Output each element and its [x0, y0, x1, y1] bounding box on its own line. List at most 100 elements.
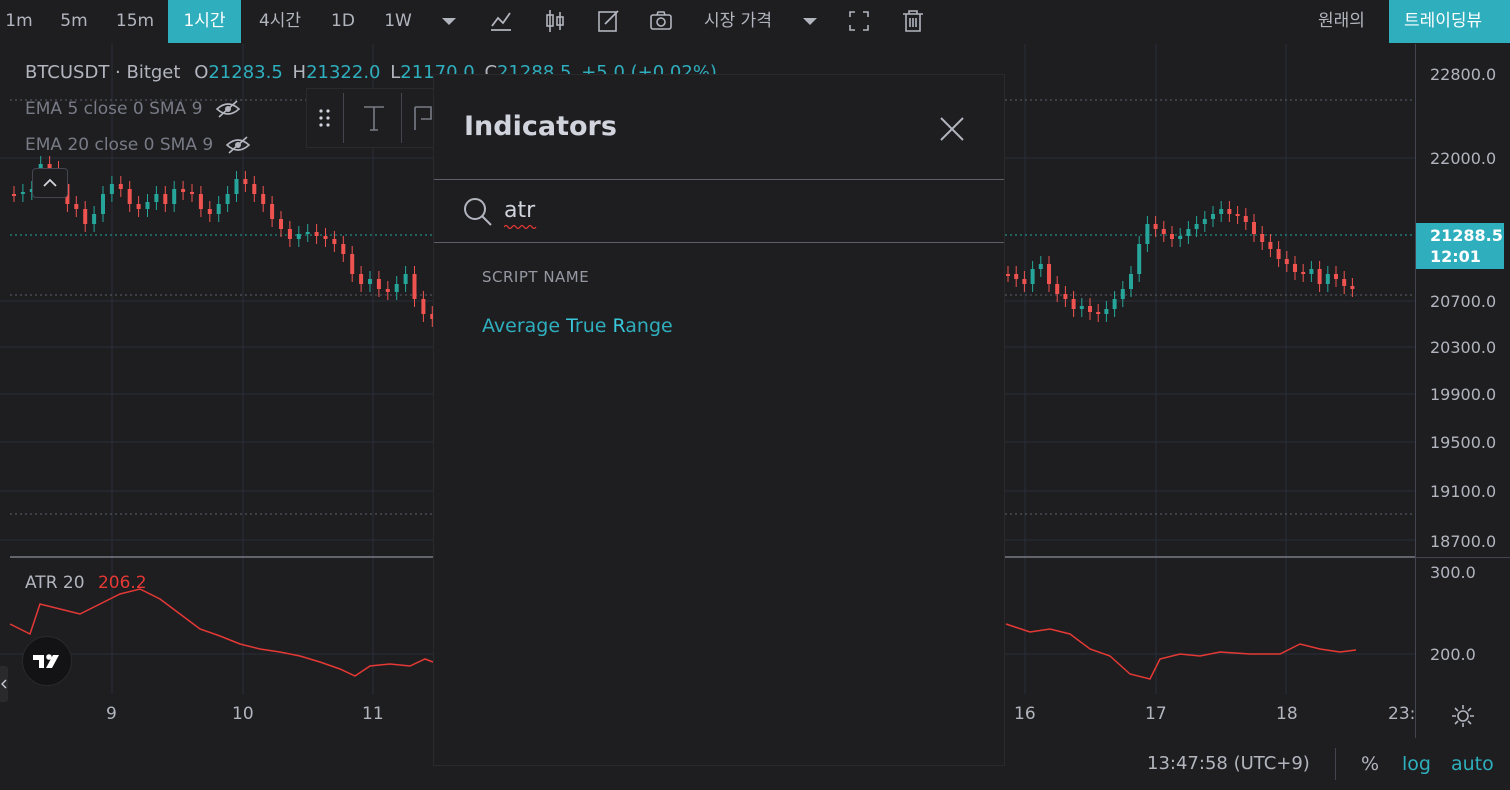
eye-off-icon[interactable] [225, 135, 251, 155]
chevron-left-icon [1, 679, 7, 689]
time-label: 16 [1014, 704, 1036, 724]
candle-body [216, 204, 221, 214]
interval-4h[interactable]: 4시간 [258, 11, 302, 31]
flag-tool-icon[interactable] [411, 103, 433, 133]
ema20-legend[interactable]: EMA 20 close 0 SMA 9 [25, 135, 251, 155]
candle-body [1170, 234, 1174, 239]
interval-1w[interactable]: 1W [384, 11, 412, 31]
indicator-result-atr[interactable]: Average True Range [482, 315, 673, 337]
low-prefix: L [390, 62, 401, 83]
percent-toggle[interactable]: % [1361, 753, 1380, 775]
atr-value: 206.2 [97, 573, 147, 593]
price-type-dropdown[interactable]: 시장 가격 [704, 11, 772, 31]
interval-1d[interactable]: 1D [331, 11, 355, 31]
camera-icon[interactable] [646, 6, 676, 36]
candle-body [1284, 259, 1289, 264]
interval-15m[interactable]: 15m [115, 11, 155, 31]
candle-body [376, 279, 381, 289]
candle-body [1006, 274, 1010, 276]
tradingview-logo-icon [33, 654, 59, 668]
ema5-legend[interactable]: EMA 5 close 0 SMA 9 [25, 99, 241, 119]
candle-body [1047, 264, 1051, 284]
candle-body [1178, 236, 1183, 239]
candle-body [332, 239, 337, 244]
candle-body [1186, 229, 1191, 236]
candles-icon[interactable] [540, 6, 570, 36]
eye-off-icon[interactable] [215, 99, 241, 119]
candle-body [1153, 224, 1158, 229]
candle-body [1219, 209, 1224, 214]
candle-body [1243, 216, 1248, 222]
time-axis[interactable]: 9 10 11 16 17 18 23: [0, 694, 1415, 738]
last-price-value: 21288.5 [1430, 226, 1503, 245]
time-label: 9 [106, 704, 117, 724]
fullscreen-icon[interactable] [844, 6, 874, 36]
time-label: 18 [1276, 704, 1298, 724]
gear-icon[interactable] [1450, 703, 1476, 729]
sidebar-toggle[interactable] [0, 666, 8, 702]
interval-5m[interactable]: 5m [60, 11, 88, 31]
candle-body [412, 274, 417, 299]
original-view-button[interactable]: 원래의 [1318, 11, 1365, 31]
indicators-dialog: Indicators SCRIPT NAME Average True Rang… [434, 75, 1004, 765]
candle-body [1161, 229, 1166, 234]
indicators-icon[interactable] [486, 6, 516, 36]
candle-body [368, 279, 372, 284]
candle-body [341, 244, 346, 254]
candle-body [1055, 284, 1060, 294]
candle-body [1211, 214, 1215, 219]
open-prefix: O [194, 62, 209, 83]
close-icon[interactable] [934, 111, 970, 147]
text-tool-icon[interactable] [361, 103, 387, 133]
price-label: 19900.0 [1430, 385, 1497, 404]
symbol-label[interactable]: BTCUSDT · Bitget [25, 62, 181, 83]
candle-body [252, 184, 257, 194]
candle-body [234, 179, 239, 194]
open-value: 21283.5 [208, 62, 283, 83]
log-toggle[interactable]: log [1402, 753, 1431, 775]
pencil-icon[interactable] [594, 6, 624, 36]
ema20-label: EMA 20 close 0 SMA 9 [25, 135, 214, 155]
atr-label: ATR 20 [25, 573, 85, 593]
candle-body [1252, 222, 1256, 234]
chevron-down-icon[interactable] [434, 6, 464, 36]
candle-body [1309, 269, 1314, 274]
interval-1m[interactable]: 1m [5, 11, 33, 31]
candle-body [1342, 279, 1347, 286]
candle-body [1317, 269, 1322, 284]
top-toolbar: 1m 5m 15m 1시간 4시간 1D 1W 시장 가격 원래의 트레이딩뷰 [0, 0, 1510, 44]
candle-body [101, 194, 105, 214]
candle-body [198, 194, 203, 209]
candle-body [1079, 306, 1084, 309]
clock[interactable]: 13:47:58 (UTC+9) [1147, 753, 1310, 774]
time-label: 23: [1388, 704, 1416, 724]
auto-toggle[interactable]: auto [1451, 753, 1494, 775]
price-axis[interactable]: 22800.0 22000.0 20700.0 20300.0 19900.0 … [1415, 44, 1510, 694]
candle-body [1030, 269, 1035, 284]
time-label: 10 [232, 704, 254, 724]
high-value: 21322.0 [306, 62, 381, 83]
last-price-badge: 21288.5 12:01 [1416, 223, 1504, 269]
drag-handle-icon[interactable] [315, 107, 335, 129]
dialog-title: Indicators [464, 111, 617, 142]
tradingview-logo[interactable] [22, 636, 72, 686]
bar-countdown: 12:01 [1430, 247, 1481, 266]
chevron-down-icon[interactable] [795, 6, 825, 36]
atr-legend[interactable]: ATR 20 206.2 [25, 573, 147, 593]
collapse-legend-button[interactable] [32, 168, 68, 198]
toolbar-divider [401, 93, 402, 143]
candle-body [190, 192, 194, 194]
candle-body [181, 189, 186, 192]
indicator-search-input[interactable] [504, 194, 944, 226]
candle-body [359, 274, 364, 284]
candle-body [403, 274, 408, 284]
toolbar-divider [343, 93, 344, 143]
trash-icon[interactable] [898, 6, 928, 36]
tradingview-button[interactable]: 트레이딩뷰 [1389, 0, 1510, 43]
price-label: 19100.0 [1430, 482, 1497, 501]
candle-body [1260, 234, 1265, 242]
candle-body [261, 194, 266, 204]
result-highlight: T [566, 315, 575, 337]
candle-body [1202, 219, 1207, 224]
interval-1h[interactable]: 1시간 [168, 0, 241, 43]
